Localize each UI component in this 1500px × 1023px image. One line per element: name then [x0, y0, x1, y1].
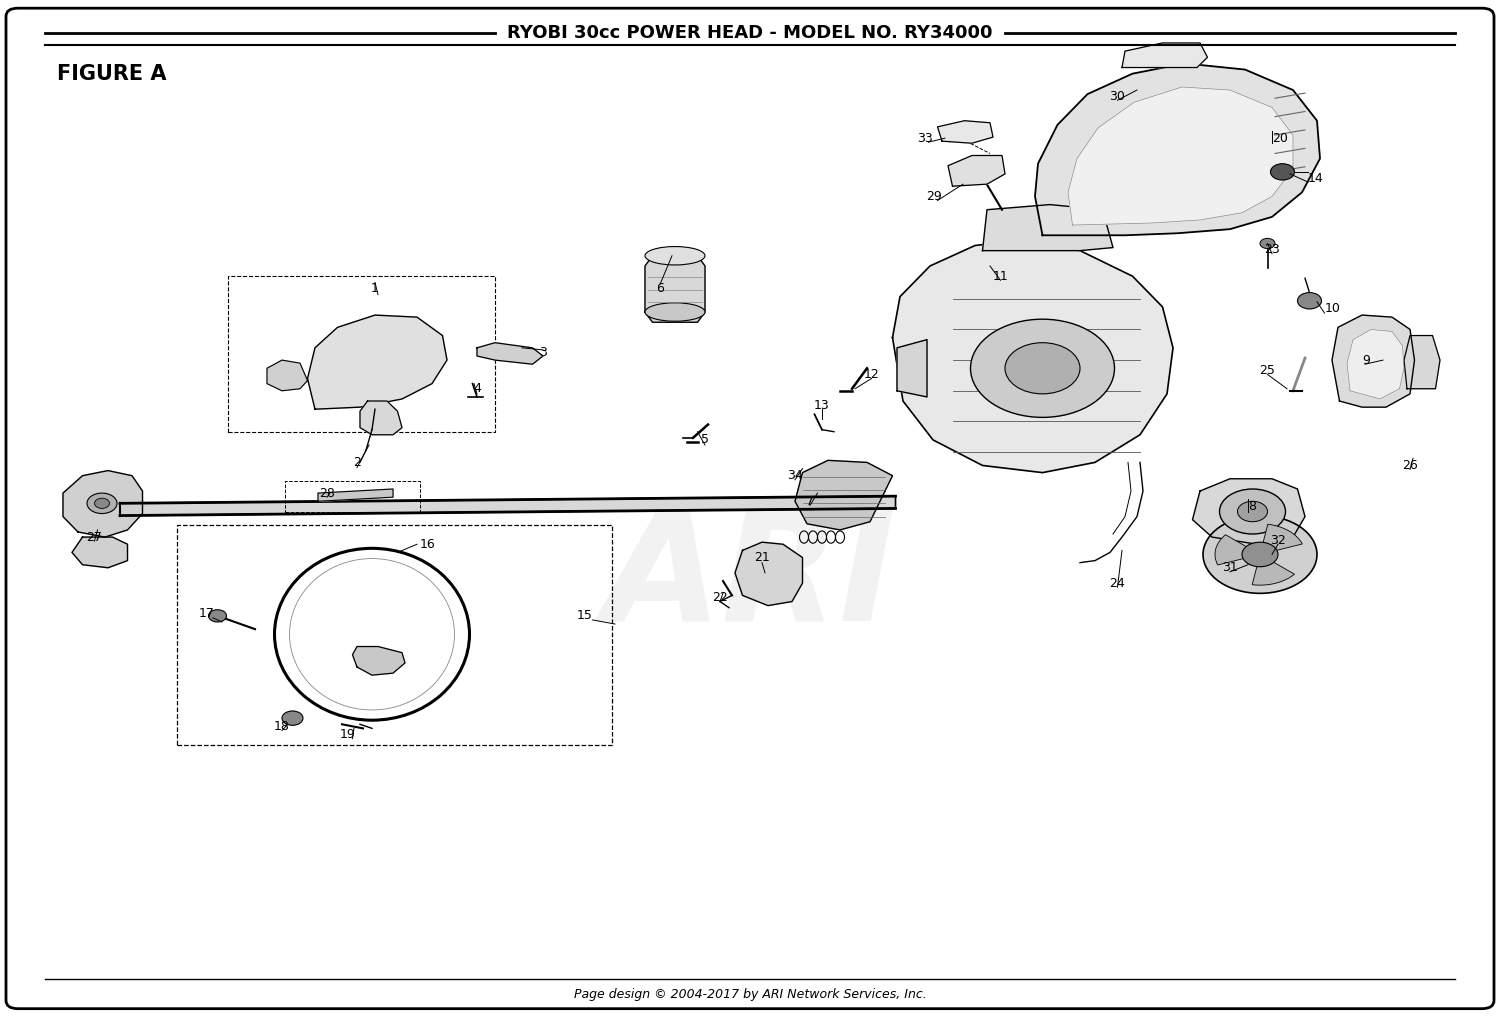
Text: 15: 15	[576, 610, 592, 622]
Text: 20: 20	[1272, 132, 1288, 144]
Bar	[177, 525, 612, 745]
Circle shape	[94, 498, 110, 508]
Circle shape	[1298, 293, 1322, 309]
Circle shape	[1005, 343, 1080, 394]
Polygon shape	[982, 205, 1113, 251]
Circle shape	[1270, 164, 1294, 180]
Text: 26: 26	[1402, 459, 1417, 472]
Ellipse shape	[645, 247, 705, 265]
Circle shape	[1242, 542, 1278, 567]
Polygon shape	[477, 343, 543, 364]
Text: 32: 32	[1270, 534, 1286, 546]
Text: 1: 1	[370, 282, 380, 295]
Text: 9: 9	[1362, 354, 1370, 366]
Text: 23: 23	[1264, 243, 1280, 256]
Text: 7: 7	[806, 495, 814, 507]
Text: 4: 4	[472, 383, 482, 395]
Text: RYOBI 30cc POWER HEAD - MODEL NO. RY34000: RYOBI 30cc POWER HEAD - MODEL NO. RY3400…	[507, 24, 993, 42]
Circle shape	[1203, 516, 1317, 593]
Bar	[228, 276, 495, 432]
Text: 17: 17	[200, 608, 214, 620]
Text: 10: 10	[1324, 303, 1341, 315]
Polygon shape	[795, 460, 892, 530]
Polygon shape	[308, 315, 447, 409]
Text: ARI: ARI	[603, 503, 897, 653]
Polygon shape	[120, 496, 896, 516]
Text: Page design © 2004-2017 by ARI Network Services, Inc.: Page design © 2004-2017 by ARI Network S…	[573, 988, 927, 1000]
Text: 29: 29	[926, 190, 942, 203]
Text: 5: 5	[700, 434, 709, 446]
Circle shape	[282, 711, 303, 725]
FancyBboxPatch shape	[6, 8, 1494, 1009]
Polygon shape	[1122, 43, 1208, 68]
Text: 33: 33	[916, 132, 933, 144]
Text: 27: 27	[87, 531, 102, 543]
Circle shape	[1238, 501, 1268, 522]
Text: 11: 11	[993, 270, 1008, 282]
Text: FIGURE A: FIGURE A	[57, 63, 166, 84]
Circle shape	[1220, 489, 1286, 534]
Text: 13: 13	[815, 399, 830, 411]
Polygon shape	[1035, 63, 1320, 235]
Polygon shape	[267, 360, 308, 391]
Text: 25: 25	[1260, 364, 1275, 376]
Text: 30: 30	[1110, 90, 1125, 102]
Text: 3: 3	[538, 347, 548, 359]
Circle shape	[970, 319, 1114, 417]
Text: 22: 22	[712, 591, 728, 604]
Polygon shape	[1192, 479, 1305, 544]
Polygon shape	[735, 542, 802, 606]
Polygon shape	[63, 471, 142, 537]
Text: 21: 21	[754, 551, 770, 564]
Wedge shape	[1252, 554, 1294, 585]
Text: 2: 2	[352, 456, 362, 469]
Polygon shape	[1347, 329, 1404, 399]
Text: 16: 16	[420, 538, 436, 550]
Text: 14: 14	[1308, 172, 1323, 184]
Text: 19: 19	[340, 728, 356, 741]
Polygon shape	[72, 537, 128, 568]
Circle shape	[1260, 238, 1275, 249]
Text: 6: 6	[656, 282, 664, 295]
Wedge shape	[1215, 535, 1260, 565]
Text: 8: 8	[1248, 500, 1256, 513]
Polygon shape	[1068, 87, 1293, 225]
Polygon shape	[938, 121, 993, 143]
Text: 12: 12	[864, 368, 879, 381]
Circle shape	[209, 610, 226, 622]
Text: 28: 28	[320, 487, 334, 499]
Polygon shape	[318, 489, 393, 501]
Text: 24: 24	[1110, 577, 1125, 589]
Polygon shape	[645, 256, 705, 322]
Polygon shape	[1332, 315, 1414, 407]
Polygon shape	[352, 647, 405, 675]
Wedge shape	[1260, 524, 1302, 554]
Bar	[285, 481, 420, 512]
Circle shape	[87, 493, 117, 514]
Text: 31: 31	[1222, 562, 1238, 574]
Polygon shape	[948, 155, 1005, 186]
Polygon shape	[892, 240, 1173, 473]
Ellipse shape	[645, 303, 705, 321]
Text: 34: 34	[788, 470, 802, 482]
Polygon shape	[897, 340, 927, 397]
Polygon shape	[360, 401, 402, 435]
Polygon shape	[1404, 336, 1440, 389]
Text: 18: 18	[274, 720, 290, 732]
